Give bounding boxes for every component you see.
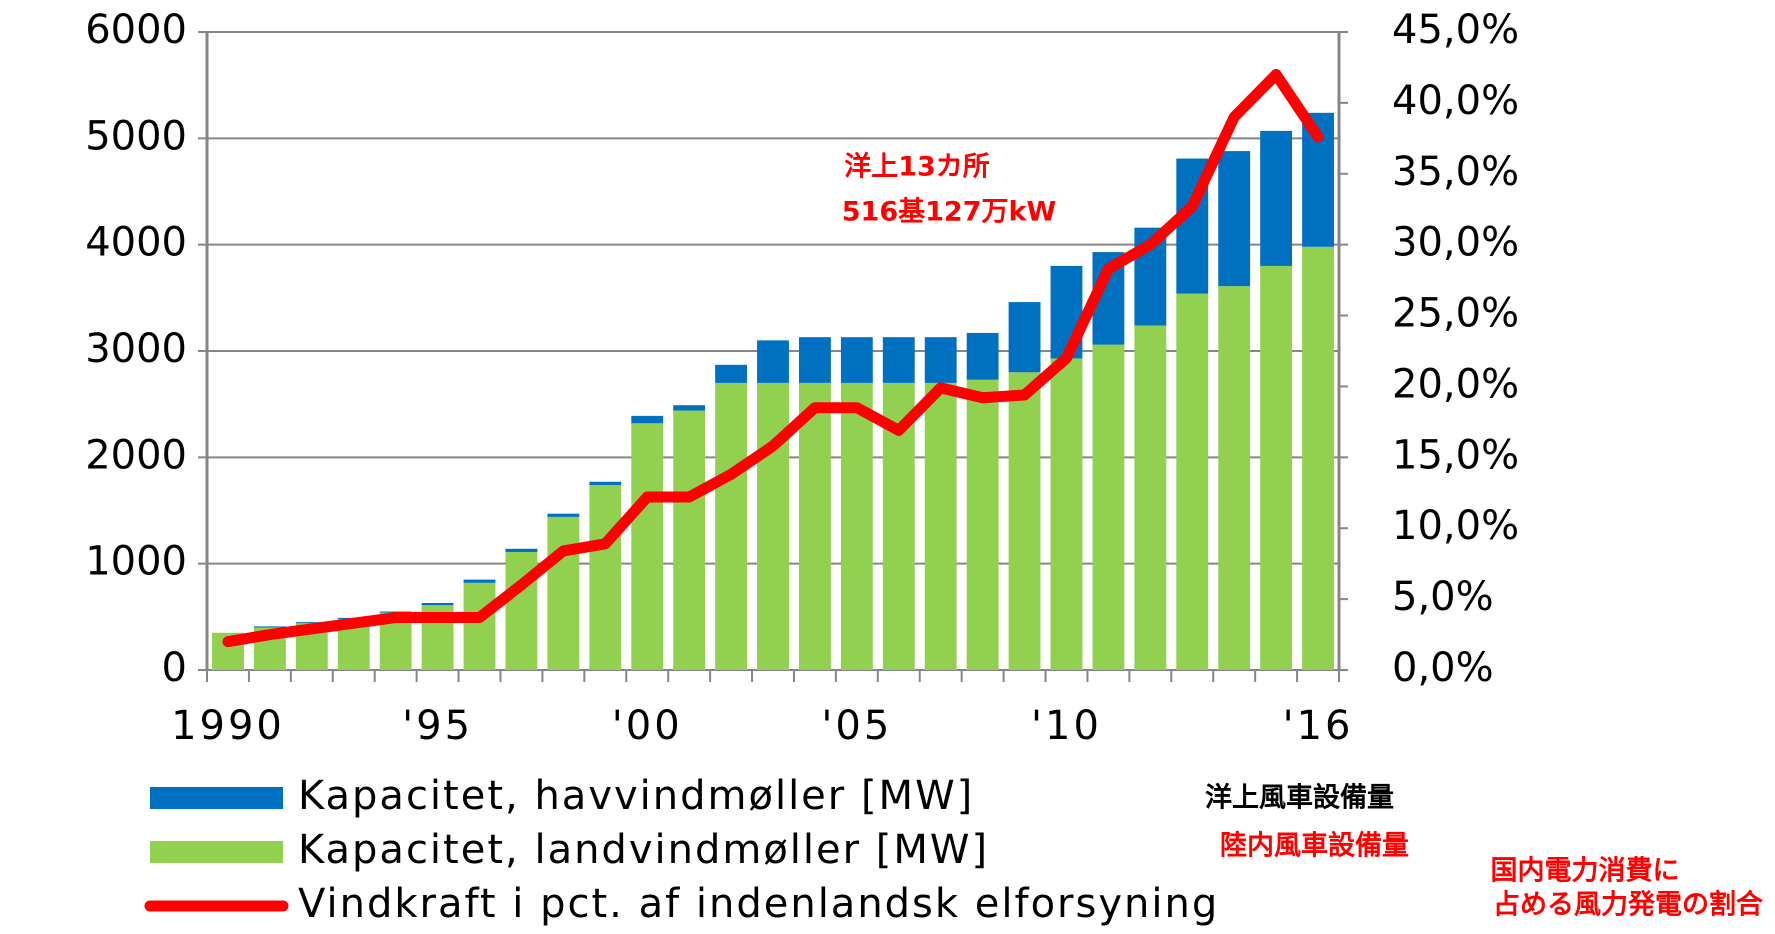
legend-label: Kapacitet, landvindmøller [MW] [298,827,989,873]
bar [631,415,664,424]
bar [1218,151,1251,287]
bar [715,382,748,670]
y2-tick-label: 45,0% [1392,7,1519,53]
x-tick-label: '16 [1283,703,1354,749]
bar [1302,246,1334,670]
line [222,69,1324,648]
bar [1260,130,1293,266]
bar [924,337,957,383]
bar [547,513,580,517]
legend-note: 洋上風車設備量 [1205,782,1394,814]
bar [1134,325,1167,670]
legend-swatch [150,787,283,809]
legend-label: Vindkraft i pct. af indenlandsk elforsyn… [298,881,1219,927]
bar [966,332,999,380]
x-tick-label: '10 [1031,703,1102,749]
legend-label: Kapacitet, havvindmøller [MW] [298,773,974,819]
bar [421,603,454,606]
legend-note: 陸内風車設備量 [1220,830,1409,862]
y-tick-label: 5000 [85,113,187,159]
y-tick-label: 2000 [85,432,187,478]
y2-tick-label: 35,0% [1392,149,1519,195]
bar [798,382,831,670]
bar [924,382,957,670]
y2-tick-label: 0,0% [1392,645,1494,691]
bar [673,405,706,411]
y-tick-label: 0 [162,645,187,691]
y2-tick-label: 40,0% [1392,78,1519,124]
bar [757,340,789,383]
bar [1260,265,1293,670]
bar [966,379,999,670]
y-tick-label: 4000 [85,220,187,266]
x-tick-label: 1990 [171,703,285,749]
bar [463,579,496,583]
legend-note: 国内電力消費に [1491,856,1680,887]
bar [589,484,622,670]
bar [253,626,286,628]
bar [673,410,706,670]
annotation: 洋上13カ所 [844,151,990,183]
bar [715,364,748,383]
bar [1008,372,1041,670]
y2-tick-label: 25,0% [1392,291,1519,337]
y2-tick-label: 20,0% [1392,361,1519,407]
bar [1218,286,1251,670]
y2-tick-label: 5,0% [1392,574,1494,620]
bar [631,423,664,670]
y2-tick-label: 30,0% [1392,220,1519,266]
bar [463,582,496,670]
bar [295,622,328,624]
bar [589,481,622,485]
bar [757,382,789,670]
bar [505,548,538,552]
bar [1008,302,1041,373]
bar [882,337,915,383]
bar [840,382,873,670]
x-tick-label: '95 [402,703,473,749]
x-tick-label: '00 [612,703,683,749]
y-tick-label: 6000 [85,7,187,53]
legend-swatch [150,841,283,863]
bar [1092,344,1125,670]
x-tick-label: '05 [821,703,892,749]
legend-note: 占める風力発電の割合 [1493,889,1763,921]
bar [547,516,580,670]
annotation: 516基127万kW [842,197,1056,228]
y-tick-label: 3000 [85,326,187,372]
y-tick-label: 1000 [85,539,187,585]
bar [1176,293,1209,670]
y2-tick-label: 10,0% [1392,503,1519,549]
bar [798,337,831,383]
y2-tick-label: 15,0% [1392,432,1519,478]
bar [1050,358,1083,670]
bar [840,337,873,383]
